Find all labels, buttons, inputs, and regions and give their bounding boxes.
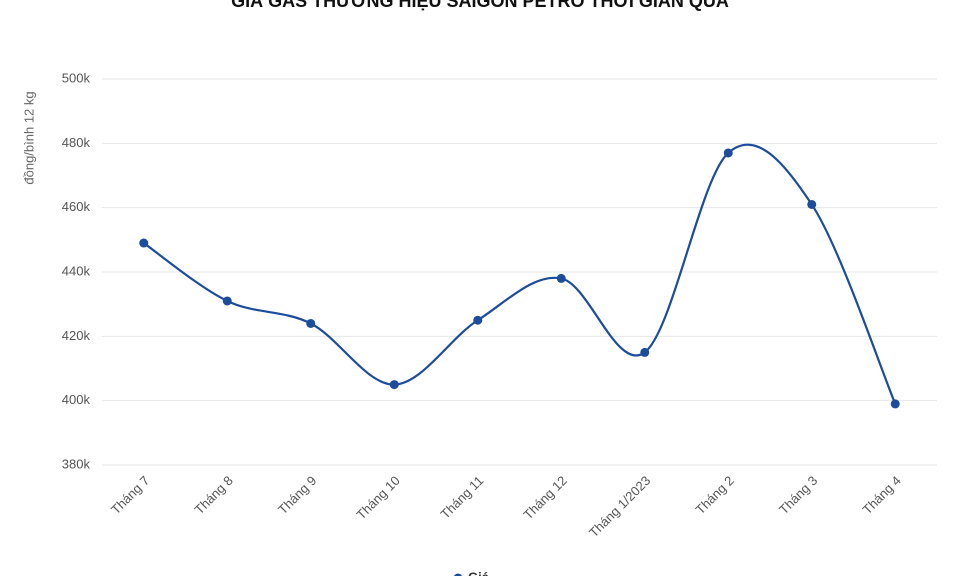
x-tick-label: Tháng 7	[108, 473, 152, 517]
x-tick-label: Tháng 3	[776, 473, 820, 517]
x-tick-label: Tháng 2	[692, 473, 736, 517]
y-tick-label: 440k	[62, 263, 91, 278]
point	[640, 347, 650, 357]
point	[389, 380, 399, 390]
y-tick-label: 380k	[62, 456, 91, 471]
point	[890, 399, 900, 409]
legend-item: Giá	[453, 569, 490, 576]
point	[306, 318, 316, 328]
point	[807, 199, 817, 209]
point	[222, 296, 232, 306]
x-tick-label: Tháng 10	[353, 473, 402, 522]
y-tick-label: 480k	[62, 135, 91, 150]
line	[143, 143, 897, 405]
x-tick-label: Tháng 12	[520, 473, 569, 522]
legend-marker	[453, 573, 463, 576]
point	[556, 273, 566, 283]
point	[723, 148, 733, 158]
x-tick-label: Tháng 11	[438, 473, 487, 522]
chart-title: GIÁ GAS THƯƠNG HIỆU SAIGON PETRO THỜI GI…	[231, 0, 729, 11]
x-tick-label: Tháng 8	[191, 473, 235, 517]
x-tick-label: Tháng 4	[859, 473, 903, 517]
y-axis-label: đồng/bình 12 kg	[21, 91, 36, 184]
y-tick-label: 460k	[62, 199, 91, 214]
y-tick-label: 400k	[62, 392, 91, 407]
point	[473, 315, 483, 325]
x-tick-label: Tháng 9	[275, 473, 319, 517]
y-tick-label: 420k	[62, 328, 91, 343]
y-tick-label: 500k	[62, 70, 91, 85]
point	[139, 238, 149, 248]
x-tick-label: Tháng 1/2023	[586, 473, 653, 540]
legend-label: Giá	[468, 569, 490, 576]
